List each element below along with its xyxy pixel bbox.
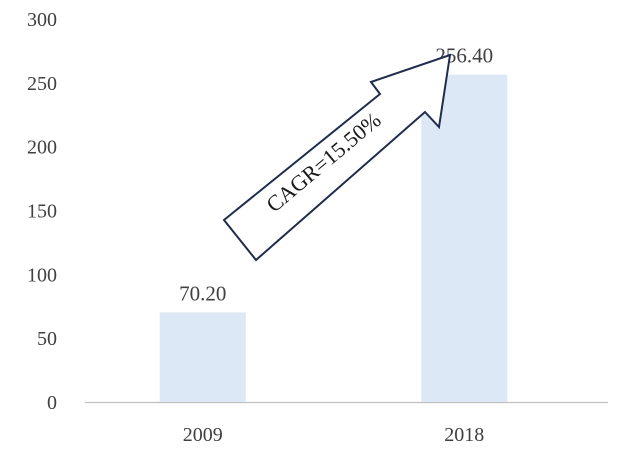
cagr-arrow-annotation: CAGR=15.50% [222, 53, 452, 262]
y-tick-label: 300 [27, 9, 57, 31]
bar-2009 [159, 312, 246, 402]
category-labels: 2009 2018 [183, 424, 485, 446]
y-tick-label: 200 [27, 137, 57, 159]
cagr-arrow-shape [222, 53, 452, 262]
y-tick-label: 250 [27, 73, 57, 95]
y-tick-label: 0 [47, 392, 57, 414]
y-tick-label: 50 [37, 328, 57, 350]
bars [159, 74, 508, 403]
y-axis-tick-labels: 0 50 100 150 200 250 300 [27, 9, 57, 414]
category-label-2018: 2018 [444, 424, 484, 446]
y-tick-label: 100 [27, 264, 57, 286]
y-tick-label: 150 [27, 201, 57, 223]
bar-2018 [421, 74, 508, 403]
data-label-2009: 70.20 [179, 281, 226, 305]
category-label-2009: 2009 [183, 424, 223, 446]
